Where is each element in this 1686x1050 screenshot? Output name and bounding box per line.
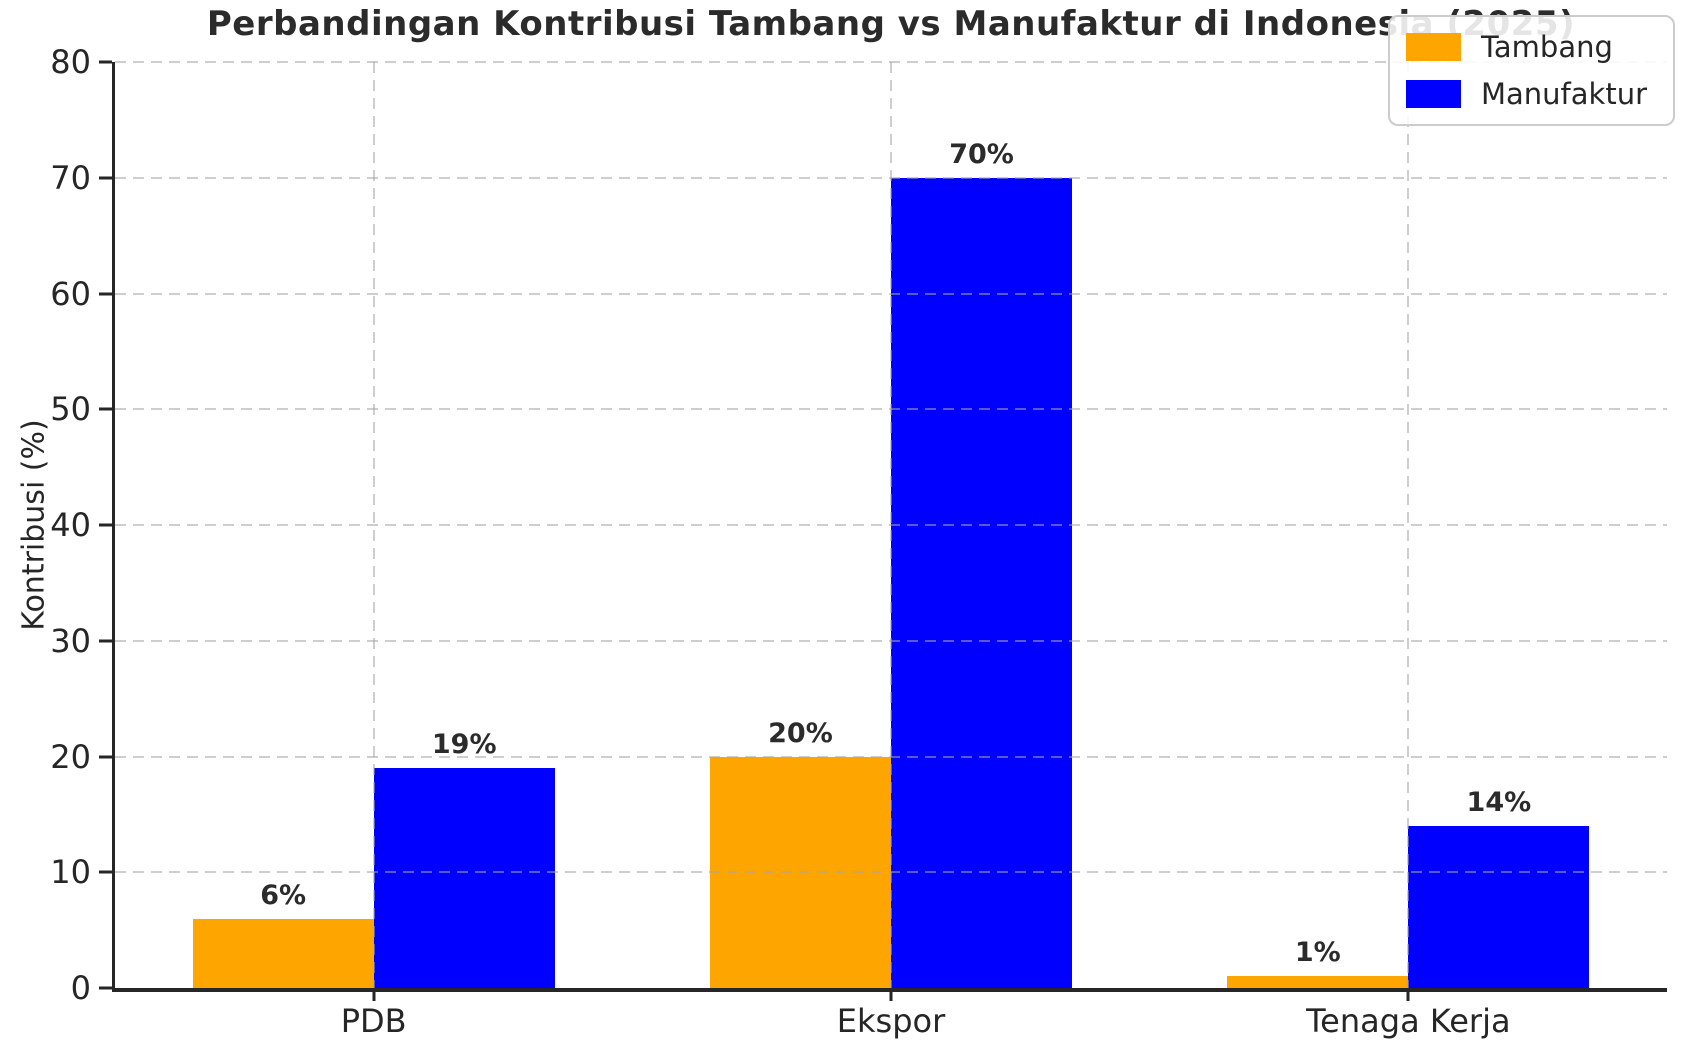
y-tick-label-70: 70 [50,158,91,197]
x-tick-mark-tenaga-kerja [1406,992,1410,1001]
y-axis-title: Kontribusi (%) [16,419,52,631]
bar-tambang-tenaga-kerja [1227,976,1409,988]
y-tick-label-50: 50 [50,390,91,429]
x-tick-mark-ekspor [889,992,893,1001]
y-tick-label-80: 80 [50,43,91,81]
bar-manufaktur-pdb [373,768,555,988]
legend: Tambang Manufaktur [1388,15,1675,126]
y-tick-label-20: 20 [50,737,91,776]
legend-swatch-tambang [1406,33,1461,61]
y-tick-mark-0 [99,986,112,990]
y-tick-label-40: 40 [50,506,91,544]
bar-value-label-tambang-ekspor: 20% [768,717,833,749]
bar-value-label-tambang-pdb: 6% [260,879,307,911]
y-tick-label-60: 60 [50,274,91,313]
legend-item-tambang: Tambang [1406,30,1647,64]
y-tick-mark-60 [99,292,112,295]
x-category-label-tenaga-kerja: Tenaga Kerja [1306,1002,1511,1040]
bar-value-label-manufaktur-pdb: 19% [431,729,497,761]
bar-value-label-manufaktur-tenaga-kerja: 14% [1466,786,1532,818]
y-tick-mark-30 [99,639,112,643]
bar-tambang-pdb [192,918,374,988]
chart-title: Perbandingan Kontribusi Tambang vs Manuf… [206,4,1576,44]
plot-area: 0 10 20 30 40 50 60 70 80 PDB Ekspor Tenaga Kerja 6%… [50,43,1667,1040]
bar-manufaktur-tenaga-kerja [1408,825,1590,988]
y-tick-label-10: 10 [50,853,91,892]
legend-swatch-manufaktur [1406,80,1461,108]
y-tick-mark-50 [99,407,112,411]
y-tick-label-30: 30 [50,621,91,660]
y-tick-label-0: 0 [70,969,91,1007]
legend-label-tambang: Tambang [1481,30,1613,64]
y-tick-mark-20 [99,755,112,758]
bar-value-label-manufaktur-ekspor: 70% [949,138,1014,170]
bar-value-label-tambang-tenaga-kerja: 1% [1294,937,1341,969]
y-tick-mark-10 [99,870,112,874]
y-tick-mark-40 [99,523,112,527]
bar-manufaktur-ekspor [891,177,1073,988]
legend-item-manufaktur: Manufaktur [1406,77,1647,111]
x-tick-mark-pdb [372,992,376,1001]
legend-label-manufaktur: Manufaktur [1481,77,1647,111]
y-tick-mark-70 [99,176,112,180]
x-category-label-pdb: PDB [340,1002,407,1040]
y-tick-mark-80 [99,60,112,64]
x-category-label-ekspor: Ekspor [836,1002,946,1040]
bar-tambang-ekspor [709,756,891,988]
